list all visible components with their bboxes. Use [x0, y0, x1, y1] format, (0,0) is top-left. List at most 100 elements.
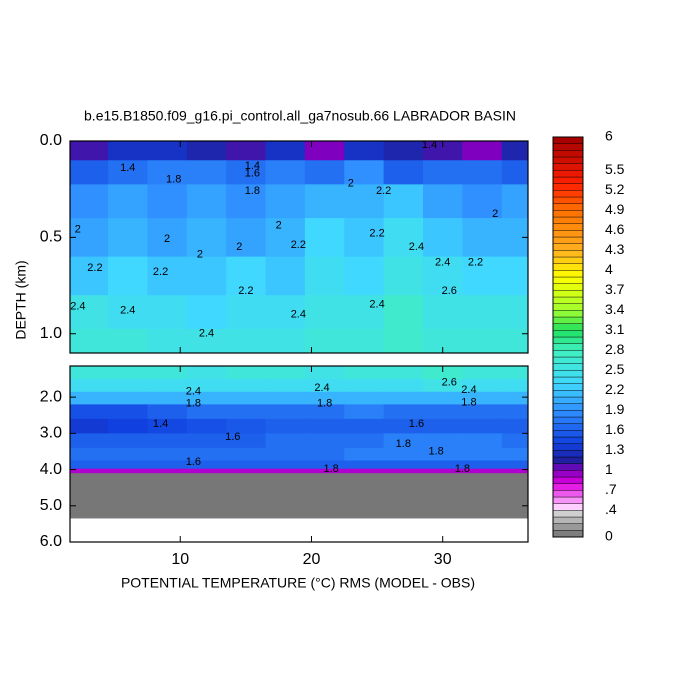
contour-cell [462, 379, 503, 393]
contour-cell [501, 256, 529, 296]
contour-cell [462, 141, 503, 161]
colorbar-label: 1.9 [605, 401, 625, 417]
contour-label: 2 [276, 220, 282, 232]
contour-cell [108, 418, 148, 434]
contour-cell [501, 418, 529, 434]
contour-cell [265, 160, 306, 185]
contour-cell [226, 160, 267, 185]
contour-label: 2.2 [376, 185, 391, 197]
contour-label: 2.6 [442, 285, 457, 297]
contour-label: 2 [348, 177, 354, 189]
colorbar-label: 4 [605, 261, 613, 277]
contour-cell [108, 366, 148, 380]
contour-cell [304, 447, 345, 462]
contour-label: 2.4 [291, 308, 306, 320]
contour-cell [186, 447, 227, 462]
colorbar-box [552, 510, 584, 518]
contour-cell [501, 460, 529, 470]
contour-cell [265, 184, 306, 219]
contour-cell [108, 460, 148, 470]
contour-cell [226, 391, 267, 405]
contour-label: 1.6 [245, 168, 260, 180]
y-tick-label: 0.5 [40, 229, 62, 246]
colorbar-box [552, 150, 584, 158]
contour-cell [304, 218, 345, 258]
contour-cell [344, 366, 385, 380]
colorbar-box [552, 236, 584, 244]
contour-label: 2.2 [87, 262, 102, 274]
contour-label: 2.4 [435, 256, 450, 268]
colorbar-box [552, 210, 584, 218]
colorbar-box [552, 476, 584, 484]
contour-cell [383, 295, 424, 330]
contour-cell [304, 418, 345, 434]
contour-cell [501, 141, 529, 161]
contour-cell [423, 460, 463, 470]
contour-cell [383, 366, 424, 380]
colorbar-box [552, 530, 584, 538]
contour-cell [383, 391, 424, 405]
contour-cell [304, 295, 345, 330]
y-tick-label: 5.0 [40, 497, 62, 514]
contour-cell [147, 141, 188, 161]
contour-cell [147, 366, 188, 380]
colorbar-box [552, 176, 584, 184]
contour-cell [265, 418, 306, 434]
contour-cell [70, 256, 109, 296]
contour-label: 2.2 [468, 256, 483, 268]
contour-cell [70, 418, 109, 434]
y-tick-label: 4.0 [40, 461, 62, 478]
contour-cell [304, 460, 345, 470]
contour-cell [304, 141, 345, 161]
contour-cell [344, 160, 385, 185]
colorbar-box [552, 310, 584, 318]
contour-cell [304, 391, 345, 405]
contour-cell [70, 366, 109, 380]
contour-cell [344, 433, 385, 449]
contour-cell [462, 160, 503, 185]
contour-cell [423, 391, 463, 405]
colorbar-box [552, 196, 584, 204]
colorbar-box [552, 256, 584, 264]
colorbar-box [552, 496, 584, 504]
contour-cell [265, 256, 306, 296]
contour-cell [423, 379, 463, 393]
contour-cell [265, 295, 306, 330]
contour-cell [304, 379, 345, 393]
colorbar-frame [552, 136, 584, 538]
contour-cell [147, 447, 188, 462]
contour-cell [462, 184, 503, 219]
contour-cell [70, 184, 109, 219]
contour-cell [186, 256, 227, 296]
colorbar-box [552, 263, 584, 271]
colorbar-box [552, 290, 584, 298]
contour-cell [383, 328, 424, 354]
contour-label: 1.8 [186, 398, 201, 410]
colorbar-box [552, 383, 584, 391]
contour-cell [501, 379, 529, 393]
contour-cell [304, 184, 345, 219]
contour-cell [108, 447, 148, 462]
contour-cell [423, 404, 463, 420]
colorbar-box [552, 443, 584, 451]
contour-label: 2.4 [369, 299, 384, 311]
colorbar-label: 5.5 [605, 161, 625, 177]
contour-cell [108, 328, 148, 354]
contour-cell [186, 295, 227, 330]
contour-cell [304, 328, 345, 354]
contour-cell [501, 447, 529, 462]
contour-cell [186, 328, 227, 354]
contour-label: 2.4 [199, 328, 214, 340]
contour-label: 2.4 [409, 241, 424, 253]
contour-cell [108, 295, 148, 330]
contour-cell [226, 379, 267, 393]
contour-cell [226, 218, 267, 258]
colorbar-box [552, 516, 584, 524]
colorbar-label: 1.3 [605, 441, 625, 457]
colorbar-box [552, 230, 584, 238]
y-tick-label: 3.0 [40, 425, 62, 442]
contour-label: 2.2 [369, 227, 384, 239]
contour-cell [462, 256, 503, 296]
colorbar-box [552, 203, 584, 211]
colorbar-box [552, 350, 584, 358]
